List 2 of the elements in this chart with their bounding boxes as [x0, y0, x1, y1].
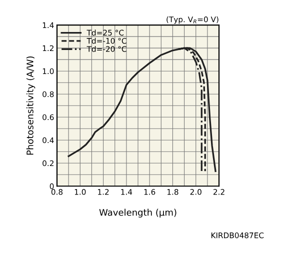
x-axis-title: Wavelength (µm) — [99, 208, 176, 218]
y-axis-title: Photosensitivity (A/W) — [26, 56, 36, 155]
